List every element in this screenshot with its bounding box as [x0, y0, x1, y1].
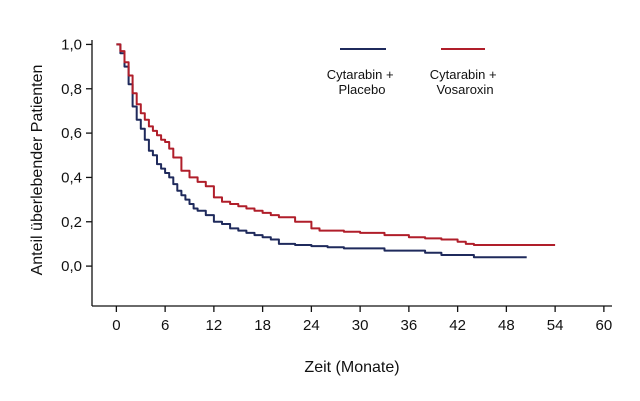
x-tick-label: 42 [449, 317, 466, 334]
series-line-placebo [116, 43, 527, 259]
x-axis-title: Zeit (Monate) [304, 359, 399, 376]
legend-label-placebo: Cytarabin + Placebo [327, 67, 397, 97]
x-tick-label: 36 [401, 317, 418, 334]
y-tick-label: 1,0 [61, 36, 82, 53]
axes [91, 40, 612, 307]
series-line-vosaroxin [116, 43, 556, 246]
legend: Cytarabin + Placebo Cytarabin + Vosaroxi… [327, 48, 500, 97]
y-tick-label: 0,4 [61, 169, 82, 186]
y-tick-label: 0,8 [61, 81, 82, 98]
y-tick-label: 0,2 [61, 214, 82, 231]
y-tick-label: 0,0 [61, 258, 82, 275]
x-ticks: 0 6 12 18 24 30 36 42 48 54 60 [112, 306, 612, 334]
x-tick-label: 54 [547, 317, 564, 334]
x-tick-label: 30 [352, 317, 369, 334]
y-tick-label: 0,6 [61, 125, 82, 142]
x-tick-label: 18 [254, 317, 271, 334]
x-tick-label: 24 [303, 317, 320, 334]
x-tick-label: 0 [112, 317, 120, 334]
legend-label-vosaroxin: Cytarabin + Vosaroxin [430, 67, 500, 97]
y-ticks: 0,0 0,2 0,4 0,6 0,8 1,0 [61, 36, 92, 275]
x-tick-label: 12 [206, 317, 223, 334]
x-tick-label: 6 [161, 317, 169, 334]
x-tick-label: 48 [498, 317, 515, 334]
x-tick-label: 60 [596, 317, 613, 334]
y-axis-title: Anteil überlebender Patienten [29, 65, 46, 276]
series-layer [116, 43, 556, 259]
